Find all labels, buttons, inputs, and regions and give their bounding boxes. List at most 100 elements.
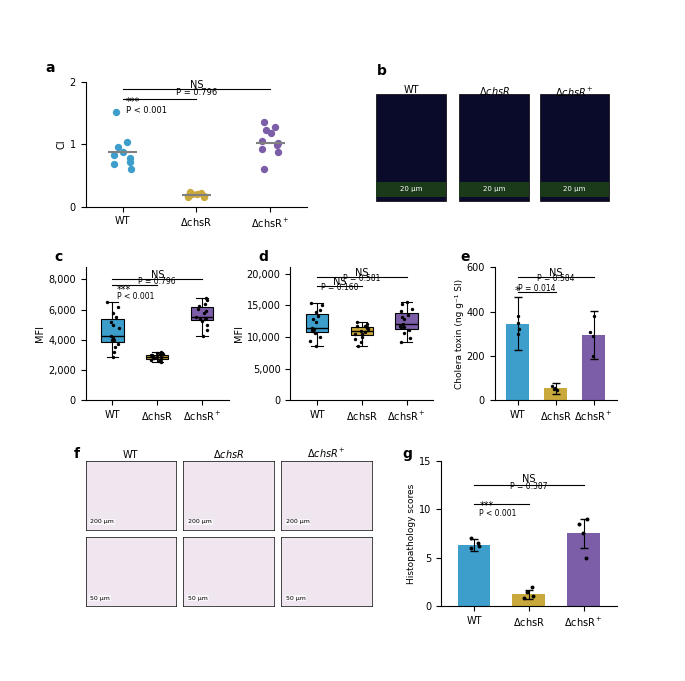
- Text: P = 0.584: P = 0.584: [537, 274, 574, 283]
- FancyBboxPatch shape: [377, 94, 446, 200]
- Title: $\Delta$chsR: $\Delta$chsR: [213, 448, 245, 460]
- Point: [402, 309, 413, 320]
- Point: [109, 334, 120, 345]
- Point: [397, 299, 408, 310]
- Text: e: e: [460, 250, 470, 264]
- Text: P = 0.387: P = 0.387: [510, 482, 547, 491]
- Point: [260, 125, 271, 136]
- Text: WT: WT: [403, 86, 419, 95]
- Point: [152, 351, 163, 362]
- Point: [356, 326, 366, 336]
- Point: [202, 319, 213, 330]
- Point: [310, 328, 321, 339]
- Point: [154, 349, 165, 360]
- PathPatch shape: [146, 355, 169, 359]
- Point: [199, 191, 210, 202]
- Point: [125, 153, 136, 163]
- Point: [521, 586, 532, 597]
- Point: [352, 340, 363, 351]
- Point: [109, 159, 120, 170]
- Text: ***: ***: [479, 501, 494, 511]
- Point: [465, 533, 476, 543]
- Point: [258, 164, 269, 175]
- Point: [465, 543, 476, 554]
- Bar: [544, 388, 567, 400]
- Point: [148, 353, 159, 364]
- Point: [312, 311, 323, 322]
- Point: [399, 314, 410, 325]
- Text: P < 0.001: P < 0.001: [117, 292, 154, 301]
- Point: [259, 117, 270, 128]
- Text: c: c: [54, 250, 62, 264]
- Y-axis label: Cholera toxin (ng g⁻¹ SI): Cholera toxin (ng g⁻¹ SI): [455, 279, 464, 389]
- Point: [198, 191, 209, 202]
- Point: [106, 330, 117, 341]
- Point: [183, 192, 194, 203]
- Point: [513, 311, 524, 321]
- Point: [351, 320, 362, 331]
- FancyBboxPatch shape: [377, 182, 446, 197]
- Point: [307, 322, 318, 333]
- Point: [195, 314, 206, 325]
- Text: NS: NS: [522, 474, 536, 484]
- Point: [145, 350, 156, 361]
- Point: [197, 316, 208, 327]
- Point: [201, 295, 212, 306]
- Point: [306, 325, 317, 336]
- Text: NS: NS: [190, 80, 203, 90]
- Point: [588, 330, 599, 341]
- Bar: [567, 533, 600, 606]
- Point: [361, 318, 372, 329]
- Text: 20 μm: 20 μm: [400, 186, 423, 192]
- Bar: [458, 545, 490, 606]
- Point: [352, 316, 363, 327]
- Text: ***: ***: [126, 97, 140, 108]
- Text: 200 μm: 200 μm: [90, 520, 114, 524]
- Point: [552, 385, 563, 396]
- Point: [395, 306, 406, 317]
- Point: [406, 304, 417, 315]
- FancyBboxPatch shape: [459, 182, 529, 197]
- Point: [305, 336, 316, 347]
- Point: [356, 331, 367, 342]
- Point: [356, 337, 366, 348]
- Text: 50 μm: 50 μm: [188, 596, 208, 601]
- Point: [113, 302, 124, 313]
- Point: [314, 304, 325, 315]
- Point: [106, 334, 117, 345]
- Point: [549, 383, 560, 394]
- Point: [360, 321, 371, 332]
- Point: [145, 355, 156, 366]
- Point: [395, 321, 406, 332]
- Point: [547, 381, 558, 392]
- Point: [199, 307, 210, 318]
- Point: [112, 338, 123, 349]
- Y-axis label: Histopathology scores: Histopathology scores: [407, 484, 416, 584]
- Point: [350, 334, 361, 345]
- Point: [185, 187, 196, 197]
- Y-axis label: MFI: MFI: [36, 326, 45, 343]
- Text: 50 μm: 50 μm: [90, 596, 110, 601]
- Point: [155, 352, 166, 363]
- Point: [108, 319, 119, 330]
- Point: [198, 330, 209, 341]
- Point: [110, 342, 121, 353]
- Point: [399, 322, 410, 333]
- Text: P = 0.160: P = 0.160: [321, 283, 358, 292]
- Point: [108, 308, 119, 319]
- Point: [158, 349, 169, 360]
- Text: P = 0.796: P = 0.796: [176, 89, 217, 97]
- Point: [588, 311, 599, 321]
- Point: [272, 140, 283, 151]
- Point: [121, 137, 132, 148]
- Text: P < 0.001: P < 0.001: [479, 509, 516, 518]
- Point: [397, 319, 408, 330]
- Point: [527, 591, 538, 602]
- Bar: [506, 324, 529, 400]
- Point: [199, 298, 210, 309]
- FancyBboxPatch shape: [540, 182, 609, 197]
- Point: [190, 312, 201, 323]
- Point: [193, 300, 204, 311]
- Point: [356, 328, 367, 339]
- FancyBboxPatch shape: [540, 94, 609, 200]
